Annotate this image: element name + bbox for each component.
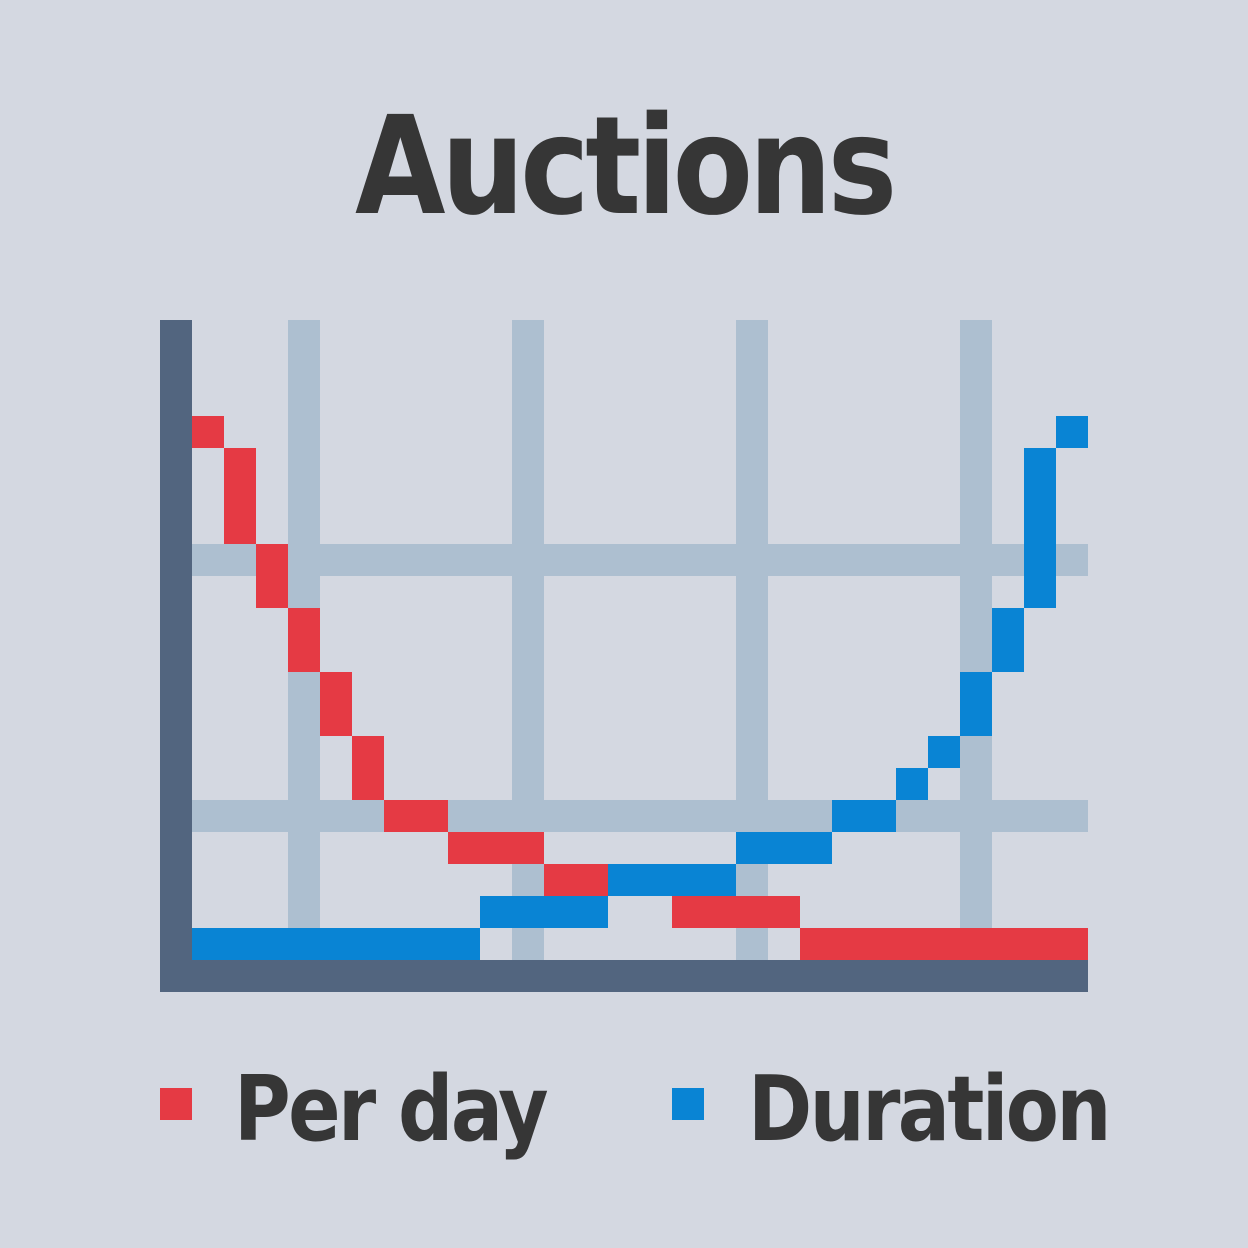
point-duration-23 bbox=[928, 736, 960, 768]
point-duration-8 bbox=[448, 928, 480, 960]
point-per-day-2 bbox=[256, 544, 288, 608]
axis-layer bbox=[160, 320, 1088, 992]
point-duration-22 bbox=[896, 768, 928, 800]
series-layer bbox=[192, 416, 1088, 960]
legend-label-per-day: Per day bbox=[234, 1057, 549, 1162]
point-duration-16 bbox=[704, 864, 736, 896]
legend-swatch-duration bbox=[672, 1088, 704, 1120]
point-per-day-27 bbox=[1056, 928, 1088, 960]
y-axis bbox=[160, 320, 192, 992]
point-per-day-12 bbox=[576, 864, 608, 896]
gridline-y-0 bbox=[192, 800, 1088, 832]
point-duration-14 bbox=[640, 864, 672, 896]
point-duration-25 bbox=[992, 608, 1024, 672]
point-duration-24 bbox=[960, 672, 992, 736]
point-per-day-8 bbox=[448, 832, 480, 864]
point-duration-20 bbox=[832, 800, 864, 832]
point-per-day-26 bbox=[1024, 928, 1056, 960]
point-per-day-19 bbox=[800, 928, 832, 960]
point-per-day-4 bbox=[320, 672, 352, 736]
point-per-day-25 bbox=[992, 928, 1024, 960]
point-per-day-15 bbox=[672, 896, 704, 928]
point-duration-1 bbox=[224, 928, 256, 960]
point-duration-7 bbox=[416, 928, 448, 960]
point-per-day-0 bbox=[192, 416, 224, 448]
point-duration-9 bbox=[480, 896, 512, 928]
grid-layer bbox=[192, 320, 1088, 960]
point-duration-2 bbox=[256, 928, 288, 960]
point-duration-27 bbox=[1056, 416, 1088, 448]
point-duration-3 bbox=[288, 928, 320, 960]
legend-label-duration: Duration bbox=[748, 1057, 1111, 1162]
point-duration-10 bbox=[512, 896, 544, 928]
point-duration-21 bbox=[864, 800, 896, 832]
point-duration-13 bbox=[608, 864, 640, 896]
gridline-y-1 bbox=[192, 544, 1088, 576]
point-per-day-23 bbox=[928, 928, 960, 960]
point-per-day-17 bbox=[736, 896, 768, 928]
point-duration-15 bbox=[672, 864, 704, 896]
point-per-day-18 bbox=[768, 896, 800, 928]
point-duration-18 bbox=[768, 832, 800, 864]
point-duration-5 bbox=[352, 928, 384, 960]
point-duration-6 bbox=[384, 928, 416, 960]
point-per-day-22 bbox=[896, 928, 928, 960]
chart-title: Auctions bbox=[355, 88, 897, 246]
point-per-day-10 bbox=[512, 832, 544, 864]
point-duration-12 bbox=[576, 896, 608, 928]
point-per-day-16 bbox=[704, 896, 736, 928]
point-per-day-6 bbox=[384, 800, 416, 832]
point-duration-17 bbox=[736, 832, 768, 864]
point-per-day-21 bbox=[864, 928, 896, 960]
point-per-day-24 bbox=[960, 928, 992, 960]
point-per-day-20 bbox=[832, 928, 864, 960]
legend-swatch-per-day bbox=[160, 1088, 192, 1120]
point-duration-0 bbox=[192, 928, 224, 960]
gridline-x-3 bbox=[960, 320, 992, 960]
point-duration-26 bbox=[1024, 448, 1056, 608]
point-duration-11 bbox=[544, 896, 576, 928]
x-axis bbox=[160, 960, 1088, 992]
point-per-day-1 bbox=[224, 448, 256, 544]
series-duration bbox=[192, 416, 1088, 960]
point-per-day-5 bbox=[352, 736, 384, 800]
point-duration-4 bbox=[320, 928, 352, 960]
point-per-day-7 bbox=[416, 800, 448, 832]
point-per-day-11 bbox=[544, 864, 576, 896]
point-duration-19 bbox=[800, 832, 832, 864]
point-per-day-9 bbox=[480, 832, 512, 864]
point-per-day-3 bbox=[288, 608, 320, 672]
